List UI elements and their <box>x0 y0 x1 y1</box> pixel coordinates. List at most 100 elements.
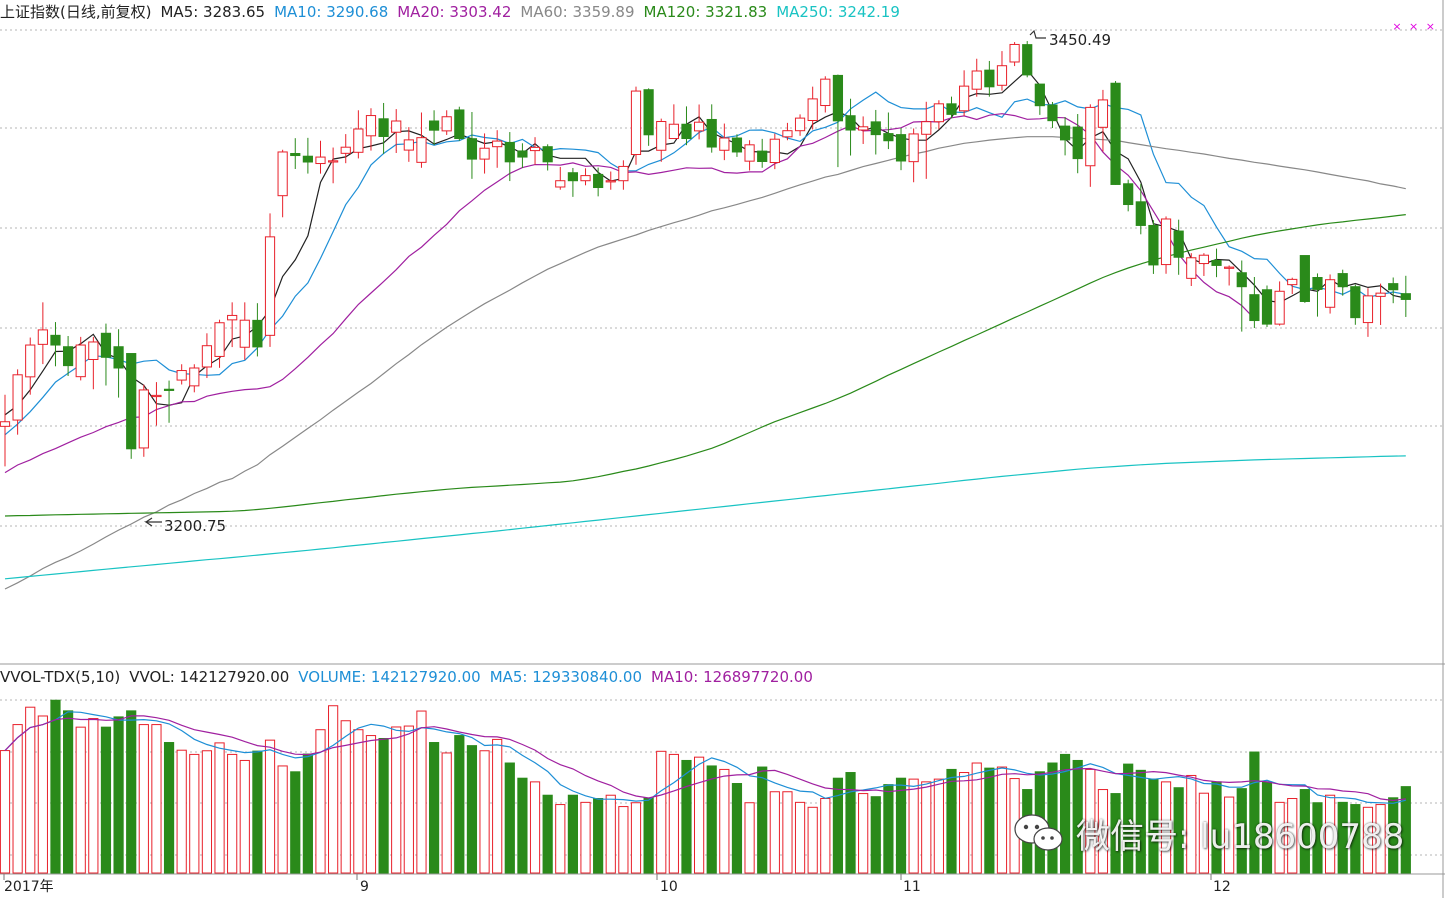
candle-body <box>1198 254 1210 265</box>
volume-bar <box>504 762 515 874</box>
candle <box>416 112 427 168</box>
volume-bar <box>63 710 74 874</box>
candle <box>126 353 137 459</box>
candle <box>100 323 112 386</box>
volume-bar <box>227 753 238 874</box>
volume-bar <box>593 798 604 874</box>
candle <box>252 303 263 357</box>
candle <box>378 102 389 154</box>
candle-body <box>1034 83 1045 107</box>
moving-average-lines <box>4 69 1406 590</box>
candle <box>1085 104 1096 187</box>
legend-item: MA20: 3303.42 <box>397 3 512 21</box>
candle-body <box>555 180 566 188</box>
candle <box>151 382 162 426</box>
volume-bar <box>996 766 1008 874</box>
candle-body <box>1261 289 1273 325</box>
volume-bar <box>858 793 869 874</box>
candle <box>1173 219 1184 275</box>
candle-body <box>694 121 705 132</box>
candle-body <box>706 118 717 148</box>
volume-bar <box>542 794 553 874</box>
candle-body <box>277 151 288 197</box>
candle <box>1325 274 1336 314</box>
candle-body <box>529 146 541 152</box>
volume-bar <box>908 778 919 874</box>
candle-body <box>1337 273 1348 288</box>
x-tick-label: 9 <box>360 879 369 895</box>
candle-body <box>542 146 553 163</box>
volume-ma10-line <box>4 715 1406 802</box>
candle <box>1160 216 1172 274</box>
series-line-ma10 <box>4 91 1406 436</box>
candle <box>1236 260 1247 332</box>
candle-body <box>681 123 692 140</box>
volume-bar <box>719 768 730 874</box>
volume-bar <box>315 729 326 874</box>
candle-body <box>37 329 48 345</box>
volume-bar <box>1160 781 1172 874</box>
candle <box>870 109 881 155</box>
candle-body <box>1009 43 1020 63</box>
candle-body <box>1388 283 1399 291</box>
candle-body <box>1160 218 1172 266</box>
candle-body <box>1097 99 1109 128</box>
candle <box>1009 42 1020 67</box>
candle-body <box>378 118 389 137</box>
legend-item: MA250: 3242.19 <box>776 3 900 21</box>
candle <box>1123 179 1134 212</box>
volume-bar <box>744 802 755 874</box>
candle-body <box>25 344 36 378</box>
volume-bar <box>1198 792 1210 874</box>
candle <box>744 140 755 171</box>
candle-body <box>264 236 276 336</box>
candle <box>593 167 604 197</box>
volume-bar <box>630 802 642 874</box>
candle-body <box>214 322 225 357</box>
candle <box>1299 255 1310 303</box>
volume-bar <box>832 777 844 874</box>
volume-bar <box>656 750 667 874</box>
candle <box>277 149 288 218</box>
candle <box>63 336 74 376</box>
low-arrow <box>144 517 162 527</box>
candle <box>201 333 213 379</box>
candle <box>807 86 818 130</box>
x-tick-label: 12 <box>1213 879 1231 895</box>
candle <box>479 133 490 174</box>
candle-body <box>744 144 755 162</box>
candle-body <box>908 133 919 163</box>
candle <box>1362 288 1374 337</box>
candle <box>454 106 465 141</box>
volume-bar <box>1135 769 1146 874</box>
candle-body <box>328 160 339 163</box>
candle <box>630 86 642 165</box>
candle <box>794 114 806 136</box>
top-right-marks: × × × <box>1392 20 1437 33</box>
volume-bar <box>883 784 894 874</box>
volume-bar <box>302 753 313 874</box>
candle-body <box>820 78 831 107</box>
candle <box>858 116 869 144</box>
volume-bar <box>807 806 818 874</box>
candle-body <box>921 121 932 135</box>
candle-body <box>580 175 591 182</box>
volume-bar <box>706 765 717 874</box>
candle <box>340 134 351 164</box>
volume-bar <box>252 750 263 874</box>
candle <box>643 88 654 146</box>
volume-bar <box>1110 793 1121 874</box>
candle-body <box>0 421 11 427</box>
candle <box>946 96 957 119</box>
candle-body <box>1236 272 1247 288</box>
candle-body <box>50 334 61 346</box>
candle-body <box>353 128 364 153</box>
candle-body <box>227 314 238 321</box>
candle-body <box>769 138 780 164</box>
candle-body <box>290 152 301 157</box>
candle-body <box>1148 224 1159 266</box>
volume-bar <box>138 724 149 874</box>
volume-bar <box>1299 789 1310 874</box>
price-legend: 上证指数(日线,前复权) MA5: 3283.65 MA10: 3290.68 MA2… <box>0 3 909 21</box>
